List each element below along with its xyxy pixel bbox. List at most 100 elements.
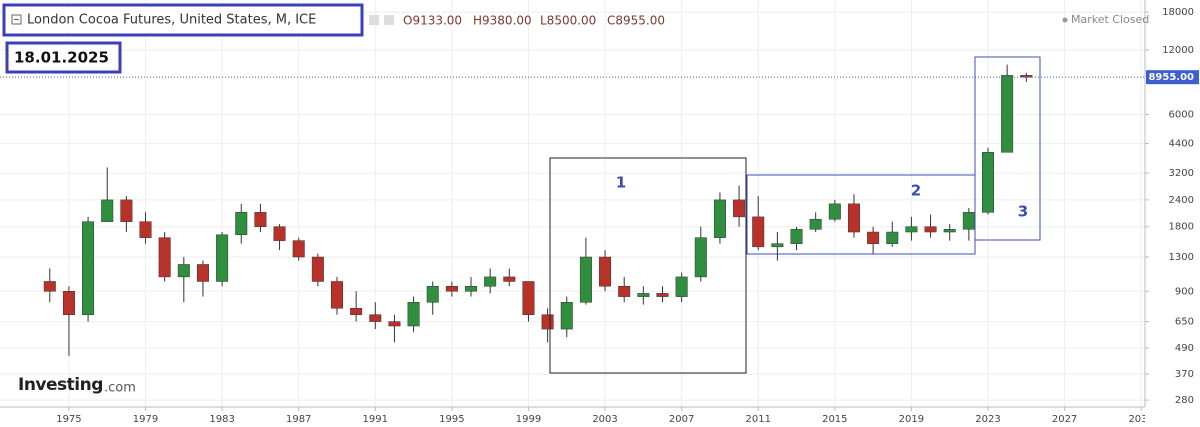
candle-body: [254, 212, 267, 227]
y-tick-label: 6000: [1169, 109, 1194, 120]
brand: Investing: [18, 375, 103, 395]
candle-body: [522, 281, 535, 315]
y-tick-label: 280: [1175, 395, 1194, 406]
candle-body: [1001, 75, 1014, 153]
y-tick-label: 2400: [1169, 195, 1194, 206]
y-tick-label: 370: [1175, 369, 1194, 380]
price-label-box: [1146, 70, 1199, 85]
candle-body: [426, 285, 439, 303]
market-status: Market Closed: [1071, 13, 1149, 26]
close-icon[interactable]: [384, 15, 394, 25]
candle-body: [62, 291, 75, 315]
candle-body: [445, 285, 458, 292]
candle-body: [292, 240, 305, 258]
brand-suffix: .com: [104, 381, 136, 396]
annotation: 2: [911, 182, 921, 200]
x-tick-label: 1975: [56, 414, 81, 425]
candle-body: [599, 256, 612, 287]
y-tick-label: 12000: [1162, 45, 1194, 56]
candle-body: [311, 256, 324, 282]
candle-body: [924, 226, 937, 233]
x-tick-label: 1995: [439, 414, 464, 425]
candle-body: [503, 276, 516, 282]
candle-body: [752, 216, 765, 248]
candle-body: [790, 229, 803, 244]
grid: [0, 0, 1145, 407]
candle-body: [771, 243, 784, 248]
ohlc-open: O9133.00: [403, 14, 462, 28]
candle-body: [101, 199, 114, 222]
x-labels: 1975 1979 1983 1987 1991 1995 1999 2003 2007 2011…: [56, 407, 1153, 425]
y-tick-label: 900: [1175, 286, 1194, 297]
x-tick-label: 2015: [822, 414, 847, 425]
candle-body: [847, 203, 860, 233]
candle-body: [637, 293, 650, 297]
y-tick-label: 1300: [1169, 252, 1194, 263]
candle-body: [388, 321, 401, 327]
settings-icon[interactable]: [369, 15, 379, 25]
x-tick-label: 1991: [363, 414, 388, 425]
candle-body: [235, 212, 248, 236]
x-tick-label: 2023: [975, 414, 1000, 425]
candle-body: [484, 276, 497, 287]
date: 18.01.2025: [14, 49, 109, 67]
candle-body: [656, 293, 669, 297]
x-tick-label: 2003: [592, 414, 617, 425]
x-tick-label: 1987: [286, 414, 311, 425]
ohlc-low: L8500.00: [540, 14, 596, 28]
date-box: [5, 41, 122, 74]
box-1: [549, 157, 747, 374]
y-tick-label: 650: [1175, 317, 1194, 328]
candle-body: [867, 231, 880, 244]
y-tick-label: 18000: [1162, 7, 1194, 18]
x-tick-label: 1979: [133, 414, 158, 425]
y-tick-label: 1800: [1169, 222, 1194, 233]
candle-body: [886, 231, 899, 244]
candle-body: [579, 256, 592, 303]
candle-body: [560, 302, 573, 330]
candle-body: [158, 237, 171, 278]
candle-body: [465, 285, 478, 292]
candle-body: [828, 203, 841, 220]
candle-body: [350, 308, 363, 315]
candle-body: [809, 218, 822, 230]
candle-body: [407, 302, 420, 327]
x-tick-label: 2007: [669, 414, 694, 425]
candle-body: [733, 199, 746, 218]
candle-body: [177, 264, 190, 278]
candle-body: [713, 199, 726, 238]
status-dot: [1062, 17, 1068, 23]
candle-body: [196, 264, 209, 282]
candle-body: [905, 226, 918, 233]
x-tick-label: 2027: [1052, 414, 1077, 425]
ohlc-close: C8955.00: [607, 14, 665, 28]
candle-body: [43, 281, 56, 292]
price-label: 8955.00: [1148, 72, 1194, 83]
annotation: 3: [1018, 203, 1028, 221]
x-tick-label: 1999: [516, 414, 541, 425]
y-tick-label: 4400: [1169, 138, 1194, 149]
y-tick-label: 490: [1175, 343, 1194, 354]
candle-body: [273, 226, 286, 241]
candle-body: [216, 234, 229, 282]
chart-title: London Cocoa Futures, United States, M, …: [27, 13, 316, 28]
candle-body: [694, 237, 707, 278]
candles: [43, 64, 1033, 356]
annotation: 1: [616, 174, 626, 192]
candle-body: [981, 152, 994, 213]
candle-body: [330, 281, 343, 309]
candle-body: [541, 314, 554, 330]
y-labels: 280 370 490 650 900 1300 1800 2400 3200 4400 6000 1…: [1145, 7, 1194, 406]
candle-body: [120, 199, 133, 222]
ohlc-high: H9380.00: [473, 14, 532, 28]
x-tick-label: 1983: [209, 414, 234, 425]
candle-body: [139, 221, 152, 238]
candle-body: [943, 229, 956, 233]
x-tick-label: 2031: [1128, 414, 1153, 425]
y-tick-label: 3200: [1169, 168, 1194, 179]
x-tick-label: 2011: [746, 414, 771, 425]
collapse-icon[interactable]: [11, 14, 22, 25]
title-box: [2, 3, 364, 37]
